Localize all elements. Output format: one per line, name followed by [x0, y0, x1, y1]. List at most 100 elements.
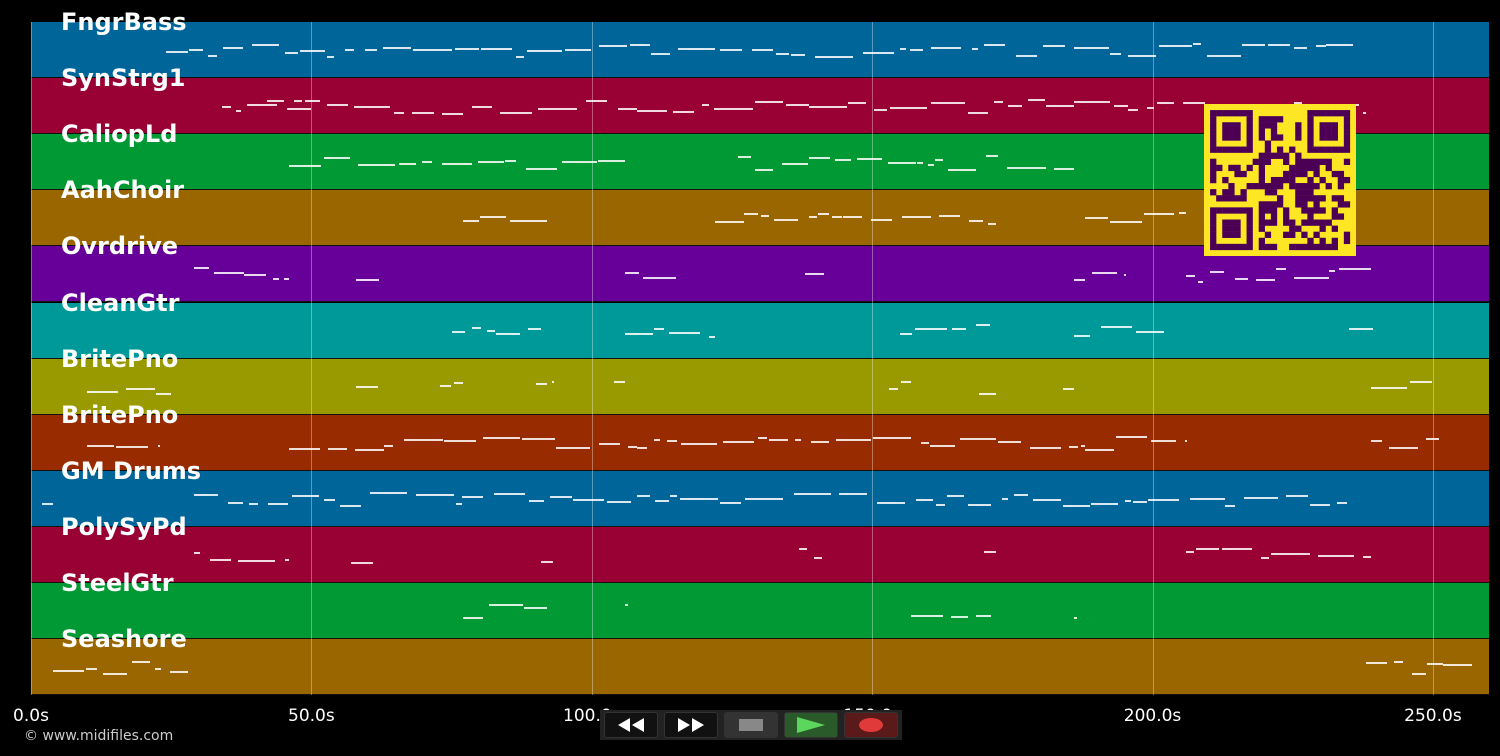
note-mark: [811, 441, 829, 444]
note-mark: [857, 158, 882, 161]
note-mark: [818, 213, 829, 216]
note-mark: [1326, 44, 1353, 47]
note-mark: [441, 162, 473, 165]
note-mark: [132, 661, 151, 664]
time-tick-label: 0.0s: [13, 706, 49, 726]
note-mark: [614, 380, 626, 383]
note-mark: [654, 500, 669, 503]
note-mark: [986, 155, 998, 158]
note-mark: [1275, 267, 1286, 270]
note-mark: [1182, 102, 1205, 105]
note-mark: [1085, 217, 1108, 220]
note-mark: [899, 47, 907, 50]
note-mark: [1207, 54, 1241, 57]
note-mark: [636, 110, 668, 113]
note-mark: [794, 493, 831, 496]
note-mark: [1144, 212, 1175, 215]
note-mark: [399, 162, 417, 165]
note-mark: [1115, 436, 1147, 439]
note-mark: [715, 221, 744, 224]
note-mark: [283, 278, 289, 281]
note-mark: [947, 494, 965, 497]
note-mark: [1244, 497, 1278, 500]
note-mark: [755, 168, 773, 171]
note-mark: [968, 111, 989, 114]
note-mark: [1329, 269, 1336, 272]
note-mark: [383, 46, 412, 49]
note-mark: [462, 219, 479, 222]
transport-controls: [600, 710, 902, 740]
rewind-button[interactable]: [604, 712, 658, 738]
note-mark: [394, 111, 405, 114]
note-mark: [1158, 45, 1193, 48]
note-mark: [528, 327, 542, 330]
note-mark: [586, 100, 607, 103]
note-mark: [650, 52, 671, 55]
fast-forward-button[interactable]: [664, 712, 718, 738]
note-mark: [1109, 52, 1121, 55]
note-mark: [516, 55, 525, 58]
note-mark: [888, 387, 898, 390]
play-button[interactable]: [784, 712, 838, 738]
note-mark: [440, 384, 451, 387]
note-mark: [709, 336, 716, 338]
record-icon: [859, 718, 883, 732]
grid-line: [1432, 22, 1434, 695]
note-mark: [505, 160, 516, 163]
note-mark: [959, 438, 997, 441]
track-label: CaliopLd: [61, 120, 178, 149]
note-mark: [1255, 279, 1275, 282]
record-button[interactable]: [844, 712, 898, 738]
note-mark: [541, 560, 553, 563]
note-mark: [327, 447, 347, 450]
note-mark: [1371, 439, 1382, 442]
note-mark: [928, 163, 934, 166]
note-mark: [1234, 277, 1249, 280]
note-mark: [890, 107, 927, 110]
note-mark: [1338, 267, 1372, 270]
note-mark: [774, 218, 798, 221]
note-mark: [625, 333, 654, 336]
note-mark: [835, 158, 852, 161]
note-mark: [795, 438, 801, 441]
note-mark: [930, 46, 962, 49]
note-mark: [356, 278, 379, 281]
note-mark: [1270, 553, 1310, 556]
note-mark: [1124, 273, 1127, 276]
note-mark: [1073, 46, 1110, 49]
note-mark: [988, 223, 996, 226]
note-mark: [326, 56, 334, 59]
note-mark: [1128, 55, 1157, 58]
note-mark: [528, 500, 545, 503]
fast-forward-icon: [678, 718, 704, 732]
note-mark: [268, 503, 288, 506]
note-mark: [304, 99, 321, 102]
note-mark: [785, 103, 809, 106]
note-mark: [550, 495, 573, 498]
note-mark: [1261, 557, 1269, 560]
note-mark: [42, 502, 54, 505]
note-mark: [934, 159, 944, 162]
note-mark: [1293, 47, 1308, 50]
note-mark: [838, 492, 868, 495]
note-mark: [673, 111, 694, 114]
note-mark: [251, 44, 280, 47]
note-mark: [323, 498, 336, 501]
note-mark: [1148, 498, 1179, 501]
track-label: AahChoir: [61, 176, 185, 205]
note-mark: [1124, 500, 1132, 503]
track-row: PolySyPd: [31, 514, 1489, 583]
rewind-icon: [618, 718, 644, 732]
note-mark: [284, 52, 299, 55]
time-tick-label: 250.0s: [1404, 706, 1462, 726]
note-mark: [994, 101, 1003, 104]
note-mark: [1015, 55, 1037, 58]
note-mark: [873, 109, 888, 112]
note-mark: [103, 672, 128, 675]
note-mark: [902, 216, 931, 219]
track-label: SynStrg1: [61, 64, 186, 93]
note-mark: [344, 49, 355, 52]
stop-button[interactable]: [724, 712, 778, 738]
note-mark: [808, 157, 830, 160]
note-mark: [1150, 440, 1176, 443]
